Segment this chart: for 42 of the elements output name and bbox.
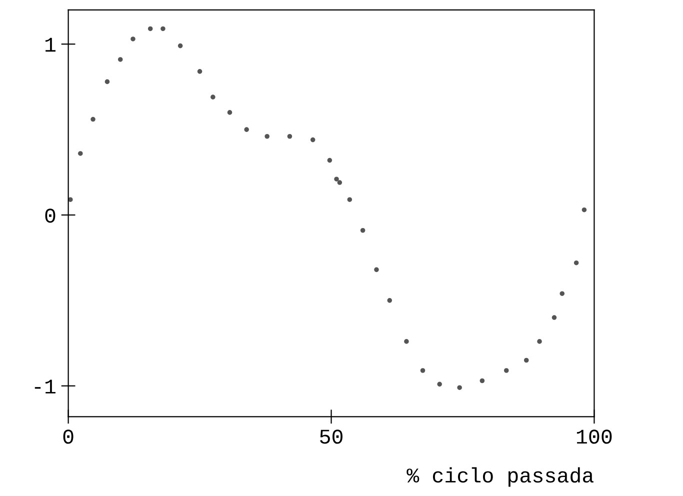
point bbox=[560, 291, 565, 296]
point bbox=[78, 151, 83, 156]
x-axis-title: % ciclo passada bbox=[406, 467, 594, 487]
point bbox=[130, 36, 136, 42]
point bbox=[264, 134, 270, 139]
point bbox=[347, 197, 352, 202]
point bbox=[524, 358, 529, 363]
point bbox=[118, 57, 123, 62]
point bbox=[404, 339, 409, 344]
point bbox=[360, 228, 366, 233]
point bbox=[210, 94, 216, 100]
point bbox=[197, 69, 202, 74]
point bbox=[437, 382, 442, 387]
point bbox=[160, 26, 166, 32]
point bbox=[504, 368, 509, 373]
point bbox=[582, 207, 587, 212]
point bbox=[68, 197, 73, 202]
point bbox=[334, 176, 339, 182]
point bbox=[537, 339, 542, 344]
point bbox=[457, 385, 462, 390]
point bbox=[480, 378, 485, 384]
y-tick-label: -1 bbox=[34, 380, 56, 394]
x-tick-label: 50 bbox=[320, 430, 342, 444]
y-tick-label: 1 bbox=[46, 38, 56, 52]
y-tick-label: 0 bbox=[45, 208, 56, 223]
point bbox=[287, 134, 292, 139]
point bbox=[420, 368, 426, 373]
point bbox=[552, 315, 557, 320]
point bbox=[327, 158, 332, 163]
x-tick-label: 0 bbox=[63, 430, 74, 444]
point bbox=[104, 79, 110, 84]
x-tick-label: 100 bbox=[576, 430, 612, 444]
point bbox=[244, 127, 249, 132]
point bbox=[227, 110, 232, 115]
point bbox=[337, 180, 342, 185]
point bbox=[90, 116, 96, 122]
point bbox=[178, 43, 183, 48]
point bbox=[310, 137, 316, 142]
point bbox=[148, 26, 153, 32]
point bbox=[574, 260, 579, 266]
point bbox=[387, 298, 392, 303]
point bbox=[374, 267, 379, 272]
